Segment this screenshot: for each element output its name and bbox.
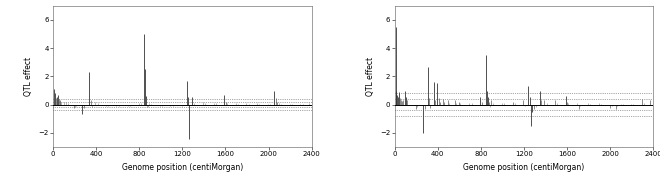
- X-axis label: Genome position (centiMorgan): Genome position (centiMorgan): [121, 163, 243, 172]
- Y-axis label: QTL effect: QTL effect: [24, 57, 33, 96]
- X-axis label: Genome position (centiMorgan): Genome position (centiMorgan): [463, 163, 585, 172]
- Y-axis label: QTL effect: QTL effect: [366, 57, 374, 96]
